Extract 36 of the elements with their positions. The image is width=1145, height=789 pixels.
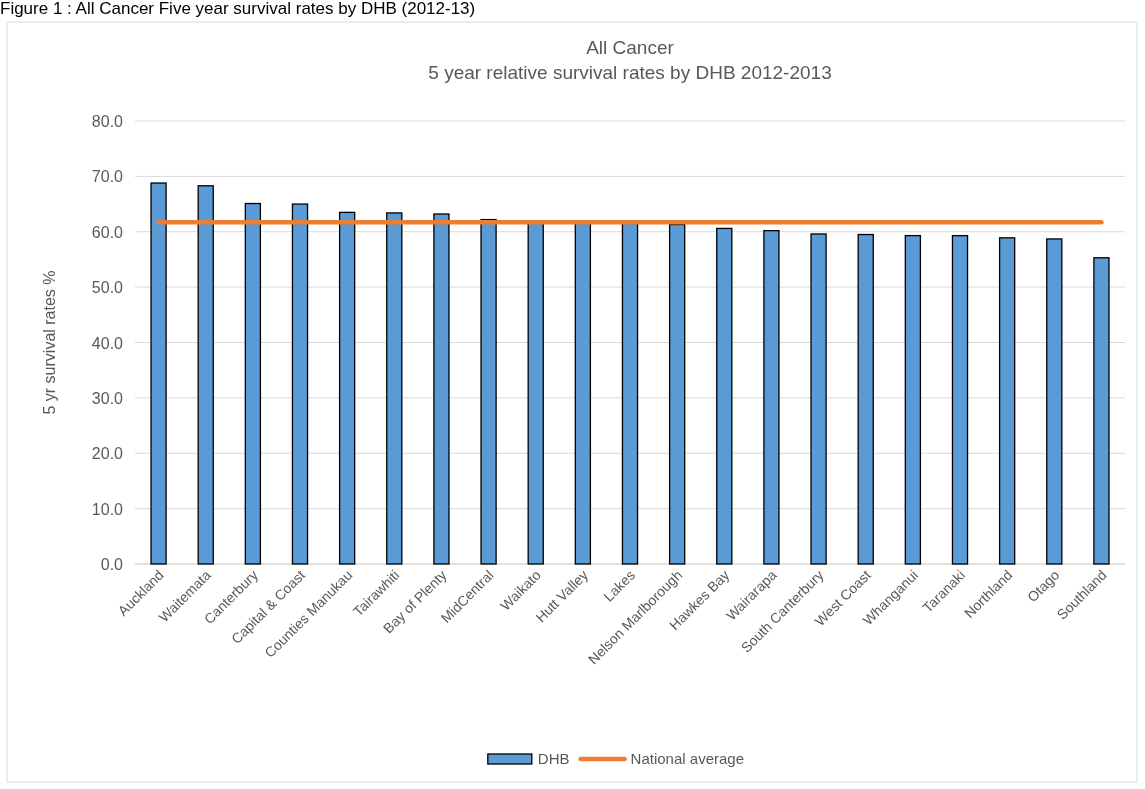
bar bbox=[904, 234, 922, 565]
bar bbox=[291, 203, 309, 565]
y-tick-label: 30.0 bbox=[91, 389, 124, 407]
bar bbox=[951, 234, 969, 565]
legend-label: National average bbox=[630, 750, 745, 767]
y-axis-title: 5 yr survival rates % bbox=[41, 270, 58, 415]
bar bbox=[716, 227, 733, 565]
bar bbox=[1093, 257, 1110, 565]
y-tick-label: 40.0 bbox=[91, 334, 124, 352]
bar bbox=[433, 213, 450, 565]
bar bbox=[810, 233, 827, 565]
bar bbox=[763, 229, 780, 565]
chart-title: All Cancer bbox=[586, 37, 675, 58]
legend-label: DHB bbox=[537, 750, 570, 767]
bar bbox=[668, 223, 686, 565]
y-tick-label: 20.0 bbox=[91, 445, 124, 463]
bar bbox=[386, 212, 403, 565]
bar bbox=[857, 233, 874, 565]
bar bbox=[480, 218, 497, 565]
y-tick-label: 60.0 bbox=[91, 223, 124, 241]
bar bbox=[338, 211, 356, 565]
bar bbox=[1046, 238, 1063, 565]
y-tick-label: 70.0 bbox=[91, 168, 124, 186]
bar bbox=[197, 185, 214, 565]
y-tick-label: 80.0 bbox=[91, 113, 124, 130]
chart-subtitle: 5 year relative survival rates by DHB 2012-2013 bbox=[428, 62, 832, 83]
bar bbox=[244, 202, 262, 565]
y-tick-label: 0.0 bbox=[100, 556, 124, 573]
bar bbox=[574, 222, 592, 565]
bar bbox=[527, 222, 544, 565]
caption: Figure 1 : All Cancer Five year survival rates by DHB (2012-13) bbox=[0, 0, 476, 18]
bar bbox=[998, 237, 1016, 565]
bar bbox=[621, 222, 639, 565]
bar bbox=[150, 182, 167, 565]
y-tick-label: 50.0 bbox=[91, 279, 124, 297]
y-tick-label: 10.0 bbox=[91, 500, 124, 518]
